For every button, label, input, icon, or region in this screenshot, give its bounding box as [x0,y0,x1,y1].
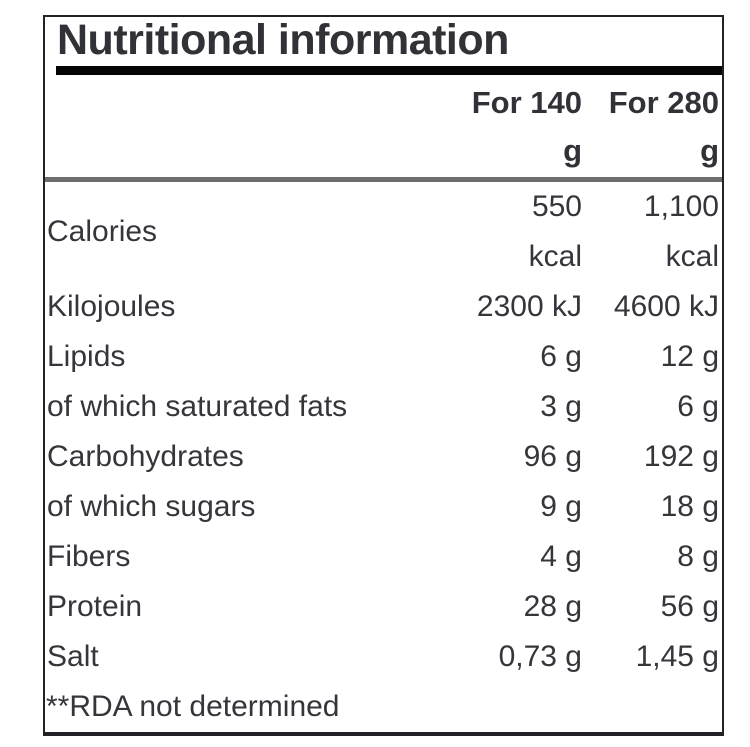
row-label: Lipids [47,340,126,373]
row-value-140: 2300 kJ [476,290,582,323]
row-value-280: 12 g [660,340,719,373]
row-label: Calories [47,215,158,248]
row-value-280: 1,100 kcal [585,180,722,283]
value-line: 550 [531,190,582,223]
row-value-140: 0,73 g [498,640,582,673]
row-label: Kilojoules [47,290,176,323]
row-value-280: 192 g [643,440,719,473]
row-value-140: 550 kcal [448,180,585,283]
row-label: Fibers [47,540,131,573]
column-header-for-280: For 280 g [585,75,722,180]
title-underline-bar [56,66,722,75]
row-value-280: 56 g [660,590,719,623]
table-row-carbohydrates: Carbohydrates 96 g 192 g [45,432,722,482]
header-spacer-cell [45,75,448,180]
column-header-name: For 140 [471,85,582,120]
row-value-280: 8 g [677,540,719,573]
table-row-fibers: Fibers 4 g 8 g [45,532,722,582]
column-header-unit: g [700,133,719,168]
header-row: For 140 g For 280 g [45,75,722,180]
row-label: Carbohydrates [47,440,244,473]
footnote-rda: **RDA not determined [46,690,340,723]
row-value-280: 4600 kJ [613,290,719,323]
row-value-140: 96 g [523,440,582,473]
column-header-unit: g [563,133,582,168]
row-value-140: 3 g [540,390,582,423]
panel-title: Nutritional information [57,16,509,64]
value-line: kcal [528,240,582,273]
row-value-140: 9 g [540,490,582,523]
table-row-saturated-fats: of which saturated fats 3 g 6 g [45,382,722,432]
table-row-calories: Calories 550 kcal 1,100 kcal [45,180,722,283]
table-row-protein: Protein 28 g 56 g [45,582,722,632]
row-value-140: 28 g [523,590,582,623]
value-line: kcal [665,240,719,273]
row-label: of which saturated fats [47,390,348,423]
column-header-name: For 280 [608,85,719,120]
table-row-salt: Salt 0,73 g 1,45 g [45,632,722,682]
row-value-280: 18 g [660,490,719,523]
table-row-sugars: of which sugars 9 g 18 g [45,482,722,532]
table-row-kilojoules: Kilojoules 2300 kJ 4600 kJ [45,282,722,332]
row-label: of which sugars [47,490,256,523]
row-value-280: 6 g [677,390,719,423]
value-line: 1,100 [643,190,719,223]
row-label: Salt [47,640,99,673]
nutrition-panel: Nutritional information For 140 g For 28… [43,15,724,736]
column-header-for-140: For 140 g [448,75,585,180]
row-label: Protein [47,590,143,623]
table-row-lipids: Lipids 6 g 12 g [45,332,722,382]
row-value-140: 4 g [540,540,582,573]
row-value-140: 6 g [540,340,582,373]
nutrition-table: For 140 g For 280 g Calories 550 kcal 1,… [45,75,722,682]
row-value-280: 1,45 g [635,640,719,673]
